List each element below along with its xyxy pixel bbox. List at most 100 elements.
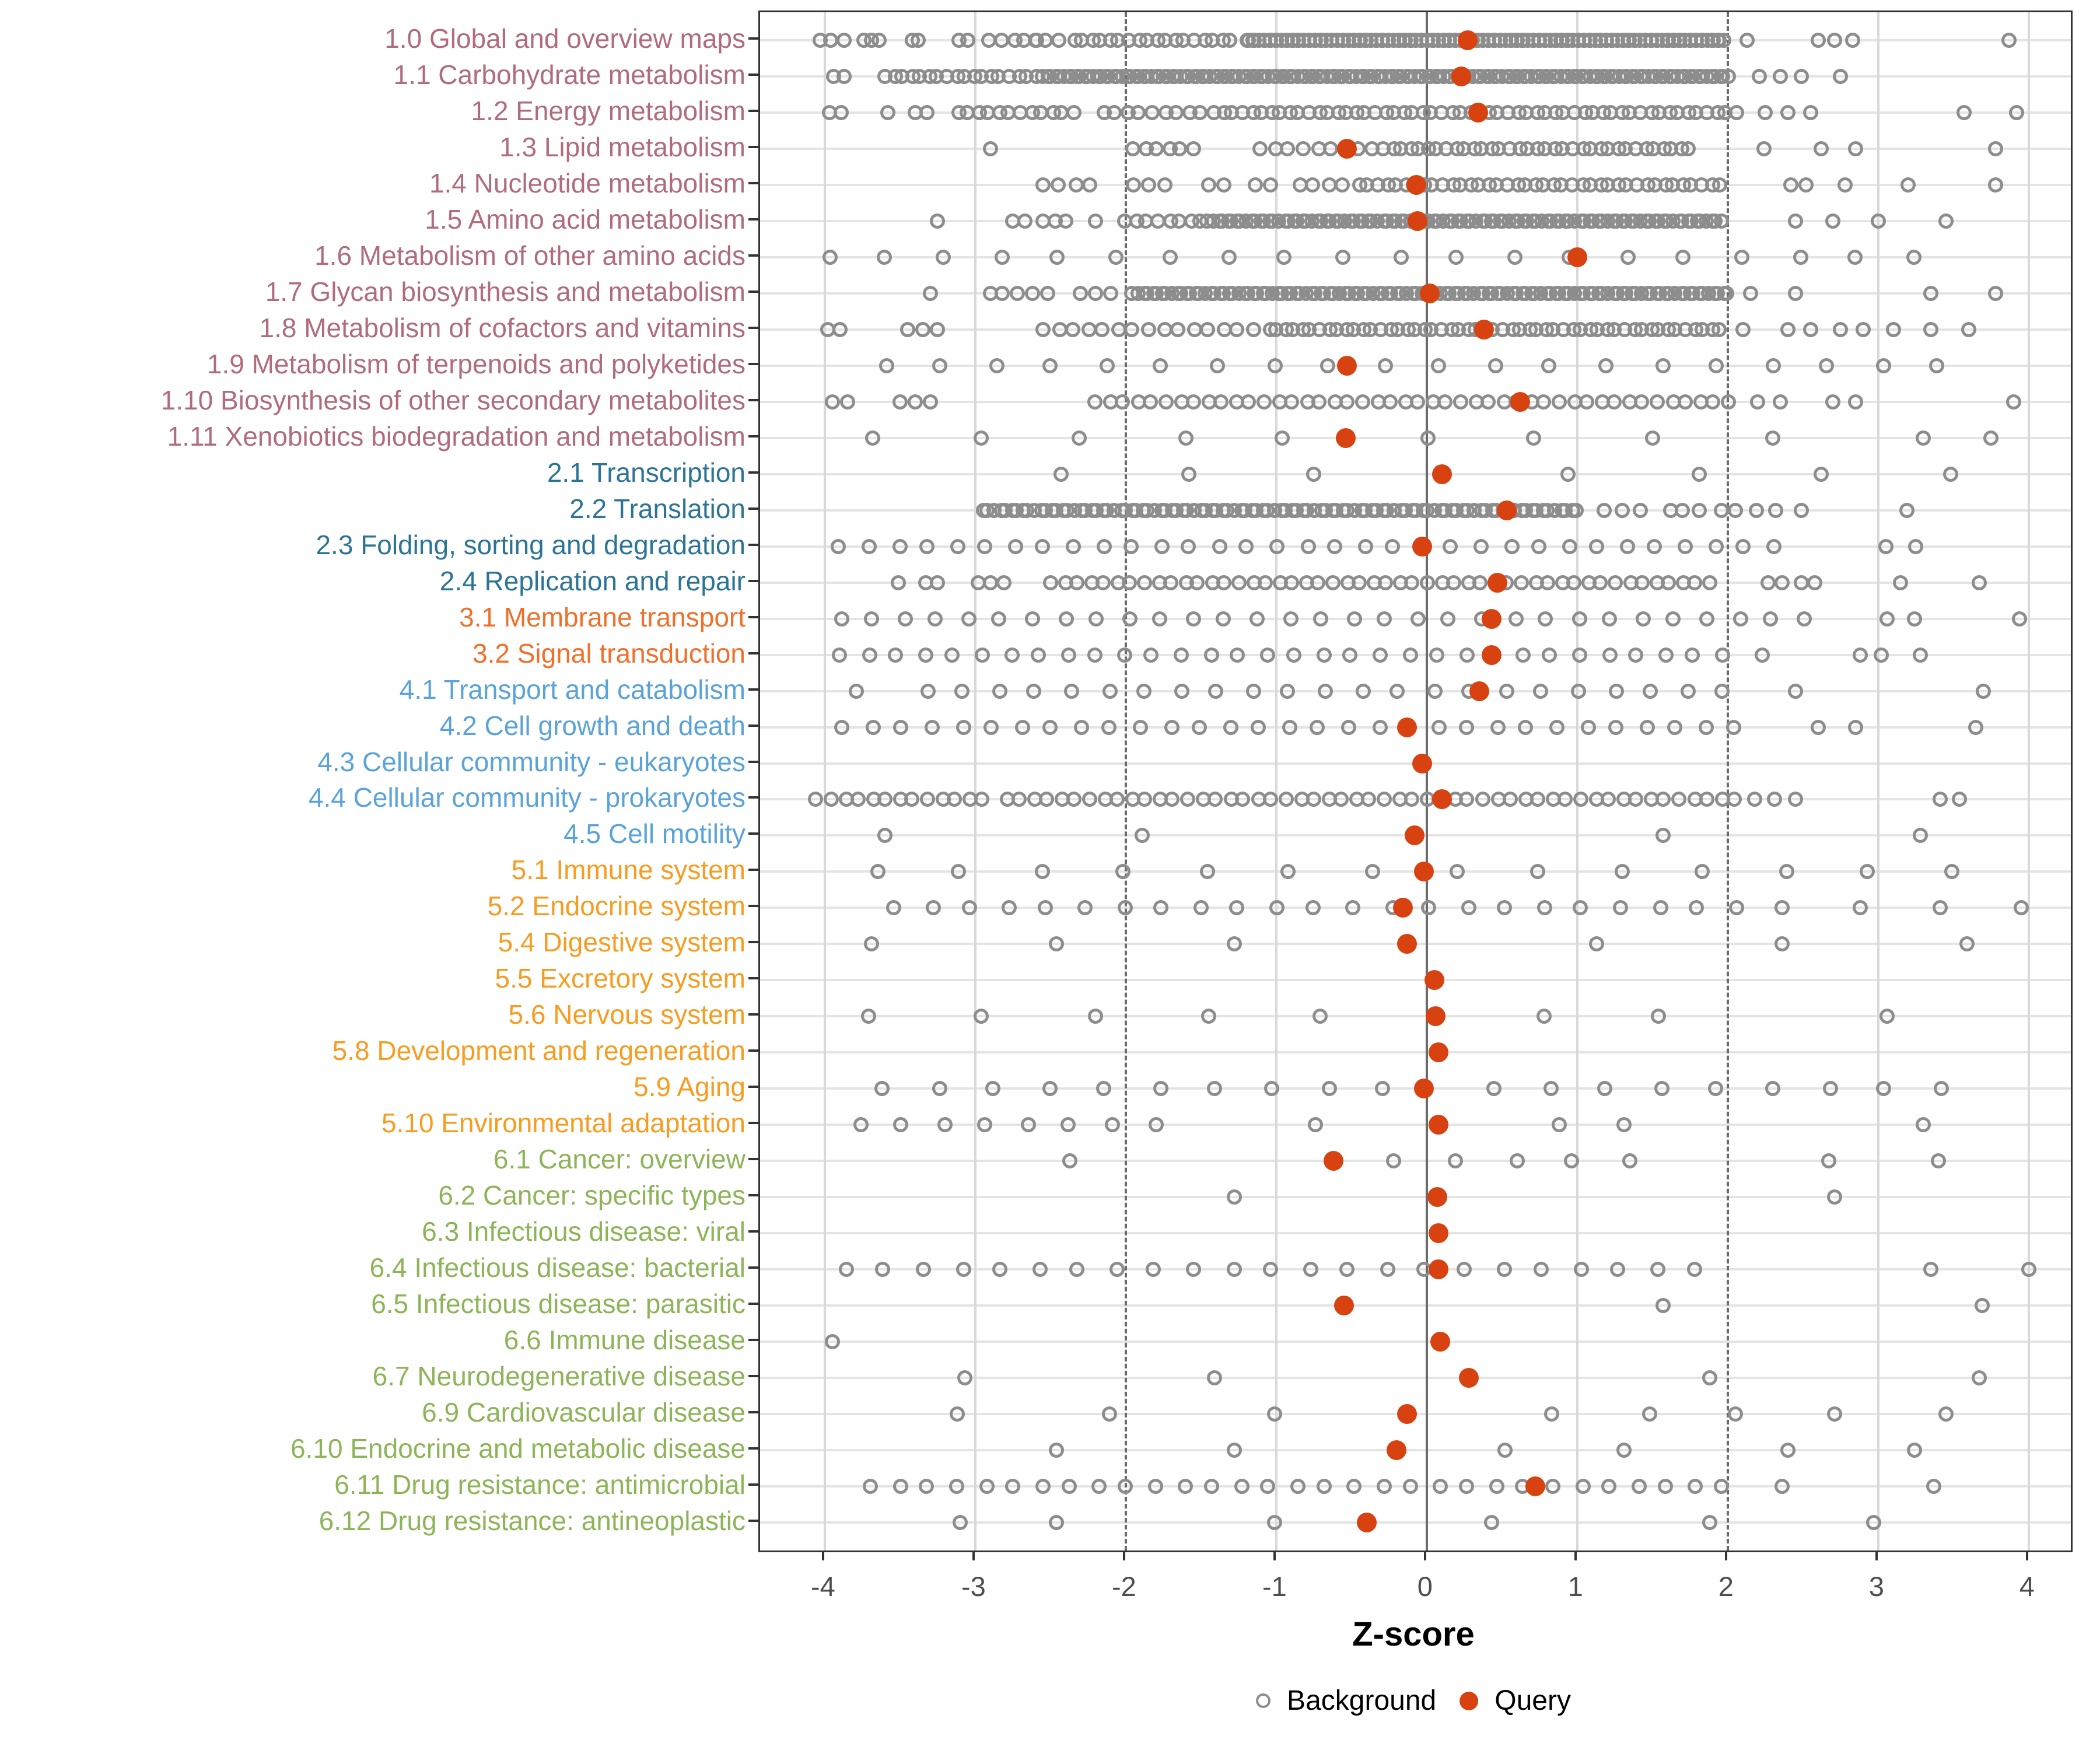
background-dot [1229,321,1245,337]
background-dot [1157,177,1172,192]
background-dot [824,394,840,410]
background-dot [1042,1081,1058,1097]
background-dot [1283,575,1299,590]
background-dot [2009,104,2025,120]
background-dot [1247,177,1263,192]
background-dot [1517,719,1533,735]
background-dot [1702,1515,1717,1530]
background-dot [977,1117,992,1133]
y-tick [748,796,758,799]
background-dot [1269,900,1285,916]
background-dot [1203,1479,1219,1494]
background-dot [877,828,893,844]
background-dot [989,358,1005,373]
background-dot [1720,394,1736,410]
y-tick [748,905,758,908]
y-tick [748,73,758,76]
background-dot [1560,466,1576,482]
background-dot [1536,900,1552,916]
background-dot [1681,683,1696,699]
background-dot [853,1117,869,1133]
background-dot [1459,792,1475,807]
background-dot [823,792,839,807]
gridline-y [760,473,2071,475]
category-label: 1.7 Glycan biosynthesis and metabolism [265,276,746,307]
background-dot [1499,683,1514,699]
background-dot [1104,1117,1120,1133]
background-dot [1678,538,1693,554]
background-dot [1231,575,1247,590]
background-dot [1562,538,1578,554]
gridline-y [760,1051,2071,1054]
background-dot [1825,394,1841,410]
background-dot [1787,285,1803,301]
background-dot [865,430,881,446]
background-dot [1930,1153,1946,1169]
x-tick [1724,1550,1727,1560]
background-dot [1339,394,1354,410]
query-dot [1356,1513,1377,1532]
background-dot [1245,683,1261,699]
background-dot [1601,792,1616,807]
background-dot [1115,394,1130,410]
legend-background-label: Background [1287,1685,1437,1716]
background-dot [910,33,926,48]
background-dot [1549,719,1564,735]
background-dot [1578,394,1594,410]
background-dot [1923,285,1939,301]
background-dot [974,430,989,446]
y-tick [748,1375,758,1378]
background-dot [1538,611,1553,626]
background-dot [1303,1262,1319,1278]
background-dot [1279,683,1295,699]
background-dot [950,864,966,880]
background-dot [1267,1406,1283,1422]
background-dot [924,719,940,735]
background-dot [1747,792,1763,807]
background-dot [1206,1081,1222,1097]
background-dot [834,719,849,735]
background-dot [1222,249,1237,265]
background-dot [957,1370,972,1386]
background-dot [1069,1262,1084,1278]
background-dot [1655,828,1671,844]
background-dot [1358,538,1374,554]
background-dot [1614,864,1630,880]
gridline-y [760,1232,2071,1235]
background-dot [823,33,839,48]
background-dot [1613,900,1629,916]
x-tick-label: 4 [2019,1571,2035,1602]
category-label: 6.10 Endocrine and metabolic disease [290,1433,746,1464]
background-dot [836,33,852,48]
category-label: 6.4 Infectious disease: bacterial [369,1252,746,1283]
query-dot [1496,500,1517,520]
x-tick [1423,1550,1426,1560]
background-dot [1286,647,1301,663]
category-label: 6.2 Cancer: specific types [438,1180,746,1211]
background-dot [1280,864,1296,880]
background-dot [992,683,1008,699]
y-tick [748,688,758,691]
background-dot [932,358,948,373]
background-dot [1024,285,1040,301]
background-dot [1880,1009,1895,1024]
query-dot [1397,934,1418,954]
background-dot [1944,864,1960,880]
background-dot [1142,394,1158,410]
background-dot [1431,719,1447,735]
background-dot [1235,792,1251,807]
background-dot [1109,792,1125,807]
y-tick [748,290,758,293]
background-dot [1203,647,1219,663]
query-dot [1429,1042,1449,1063]
background-dot [1005,647,1020,663]
gridline-y [760,1521,2071,1524]
background-dot [1908,538,1924,554]
background-dot [1751,68,1767,84]
background-dot [1222,33,1238,48]
background-dot [1833,321,1849,337]
background-dot [1514,575,1529,590]
background-dot [1380,1262,1395,1278]
background-dot [930,213,946,229]
background-dot [1691,466,1707,482]
